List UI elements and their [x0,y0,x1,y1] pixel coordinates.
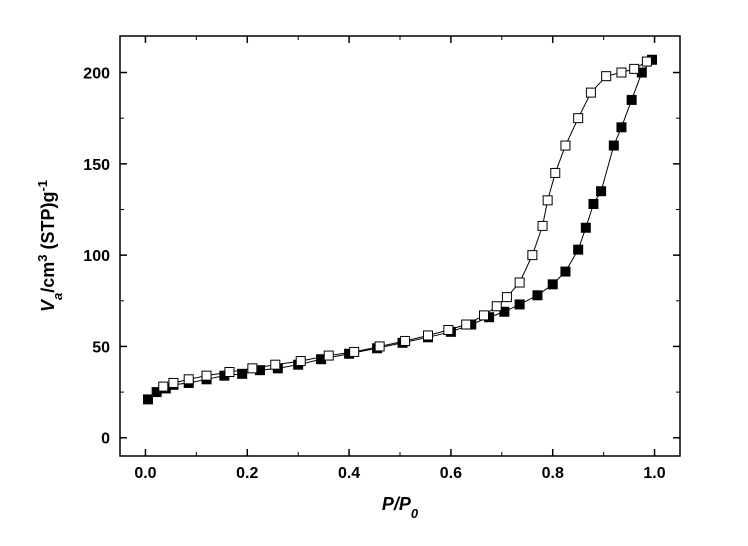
y-tick-label: 150 [83,157,110,174]
marker-desorption [202,371,211,380]
marker-desorption [492,302,501,311]
marker-desorption [225,368,234,377]
marker-desorption [184,375,193,384]
x-tick-label: 0.8 [542,465,564,482]
marker-adsorption [627,95,636,104]
y-tick-label: 50 [92,339,110,356]
x-tick-label: 0.2 [236,465,258,482]
marker-desorption [296,357,305,366]
marker-desorption [424,331,433,340]
y-axis-title: Va/cm3 (STP)g-1 [35,180,65,312]
y-tick-label: 200 [83,66,110,83]
marker-desorption [617,68,626,77]
marker-desorption [444,326,453,335]
marker-adsorption [533,291,542,300]
y-tick-label: 0 [101,431,110,448]
marker-adsorption [609,141,618,150]
x-tick-label: 0.4 [338,465,360,482]
marker-desorption [169,378,178,387]
marker-desorption [248,364,257,373]
chart-container: 0.0 0.2 0.4 0.6 0.8 1.0 0 50 100 150 200 P/P0 Va/cm3… [0,0,748,546]
marker-desorption [515,278,524,287]
marker-desorption [480,311,489,320]
marker-adsorption [617,123,626,132]
marker-desorption [375,342,384,351]
x-tick-label: 0.0 [134,465,156,482]
marker-adsorption [589,200,598,209]
marker-desorption [271,360,280,369]
x-axis-title: P/P0 [382,494,419,521]
marker-desorption [159,382,168,391]
marker-desorption [528,251,537,260]
marker-desorption [502,293,511,302]
marker-adsorption [515,300,524,309]
marker-desorption [551,168,560,177]
marker-desorption [561,141,570,150]
isotherm-chart: 0.0 0.2 0.4 0.6 0.8 1.0 0 50 100 150 200 P/P0 Va/cm3… [0,0,748,546]
x-tick-label: 1.0 [643,465,665,482]
marker-desorption [462,320,471,329]
marker-desorption [630,64,639,73]
marker-desorption [642,57,651,66]
marker-desorption [602,72,611,81]
marker-desorption [538,221,547,230]
marker-desorption [350,347,359,356]
marker-adsorption [548,280,557,289]
marker-desorption [574,114,583,123]
marker-adsorption [561,267,570,276]
marker-desorption [324,351,333,360]
marker-desorption [586,88,595,97]
marker-adsorption [574,245,583,254]
marker-adsorption [581,223,590,232]
marker-desorption [543,196,552,205]
marker-desorption [401,336,410,345]
x-tick-label: 0.6 [440,465,462,482]
marker-adsorption [597,187,606,196]
series-line-adsorption [148,60,652,400]
marker-adsorption [144,395,153,404]
y-axis-title-group: Va/cm3 (STP)g-1 [35,180,65,312]
y-tick-label: 100 [83,248,110,265]
